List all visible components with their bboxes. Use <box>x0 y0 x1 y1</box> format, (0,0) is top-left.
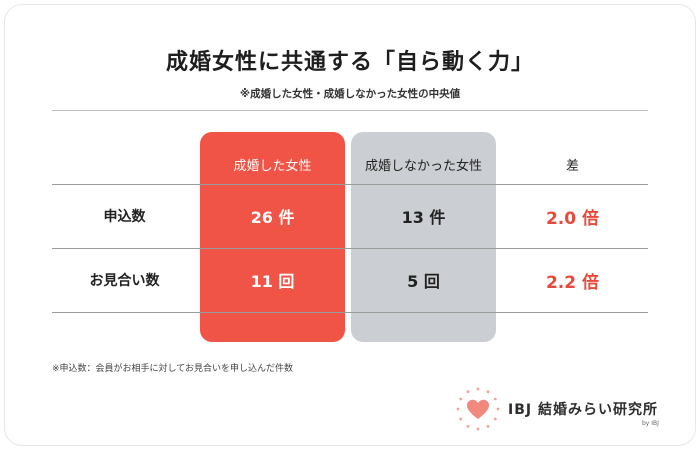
header-difference: 差 <box>565 158 579 174</box>
title-divider <box>52 110 648 111</box>
header-married: 成婚した女性 <box>233 158 312 174</box>
footnote: ※申込数：会員がお相手に対してお見合いを申し込んだ件数 <box>52 364 294 374</box>
not-married-column-highlight <box>351 132 496 342</box>
applications-difference-value: 2.0 倍 <box>545 208 600 229</box>
meetings-married-value: 11 回 <box>250 272 295 291</box>
table-divider <box>52 312 648 313</box>
header-not-married: 成婚しなかった女性 <box>364 158 482 174</box>
table-divider <box>52 184 648 185</box>
logo-byline: by IBJ <box>642 420 659 427</box>
meetings-not-married-value: 5 回 <box>407 272 440 291</box>
row-label-applications: 申込数 <box>103 209 146 225</box>
table-divider <box>52 248 648 249</box>
meetings-difference-value: 2.2 倍 <box>545 272 600 293</box>
page-subtitle: ※成婚した女性・成婚しなかった女性の中央値 <box>239 88 461 100</box>
heart-icon <box>456 387 500 431</box>
row-label-meetings: お見合い数 <box>89 273 160 289</box>
infographic-card <box>4 4 696 446</box>
married-column-highlight <box>200 132 345 342</box>
applications-not-married-value: 13 件 <box>401 208 446 227</box>
applications-married-value: 26 件 <box>250 208 295 227</box>
logo-text: IBJ 結婚みらい研究所 <box>508 402 658 418</box>
page-title: 成婚女性に共通する「自ら動く力」 <box>165 50 534 75</box>
